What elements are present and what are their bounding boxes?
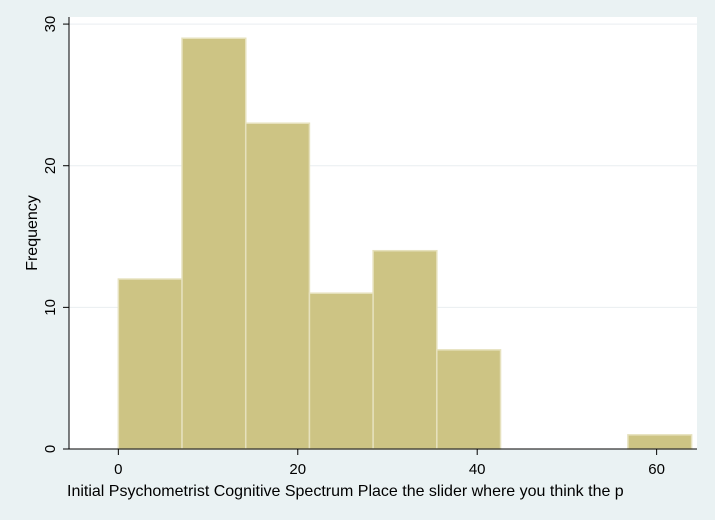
histogram-bar	[181, 37, 247, 450]
x-tick-label: 40	[469, 461, 486, 478]
histogram-bar	[117, 278, 183, 450]
histogram-bar	[308, 292, 374, 450]
y-axis-ticks: 0 10 20 30	[42, 16, 69, 453]
y-tick-label: 20	[42, 157, 59, 174]
y-axis-title: Frequency	[24, 195, 41, 271]
x-axis-title: Initial Psychometrist Cognitive Spectrum…	[67, 483, 624, 500]
y-tick-label: 0	[42, 445, 59, 453]
bars	[117, 37, 693, 450]
y-tick-label: 30	[42, 16, 59, 33]
histogram-bar	[372, 249, 438, 450]
x-tick-label: 0	[114, 461, 122, 478]
histogram-bar	[627, 434, 693, 450]
y-tick-label: 10	[42, 299, 59, 316]
x-axis-ticks: 0 20 40 60	[114, 449, 665, 478]
x-tick-label: 20	[289, 461, 306, 478]
histogram-bar	[436, 349, 502, 450]
histogram-bar	[244, 122, 311, 450]
x-tick-label: 60	[648, 461, 665, 478]
